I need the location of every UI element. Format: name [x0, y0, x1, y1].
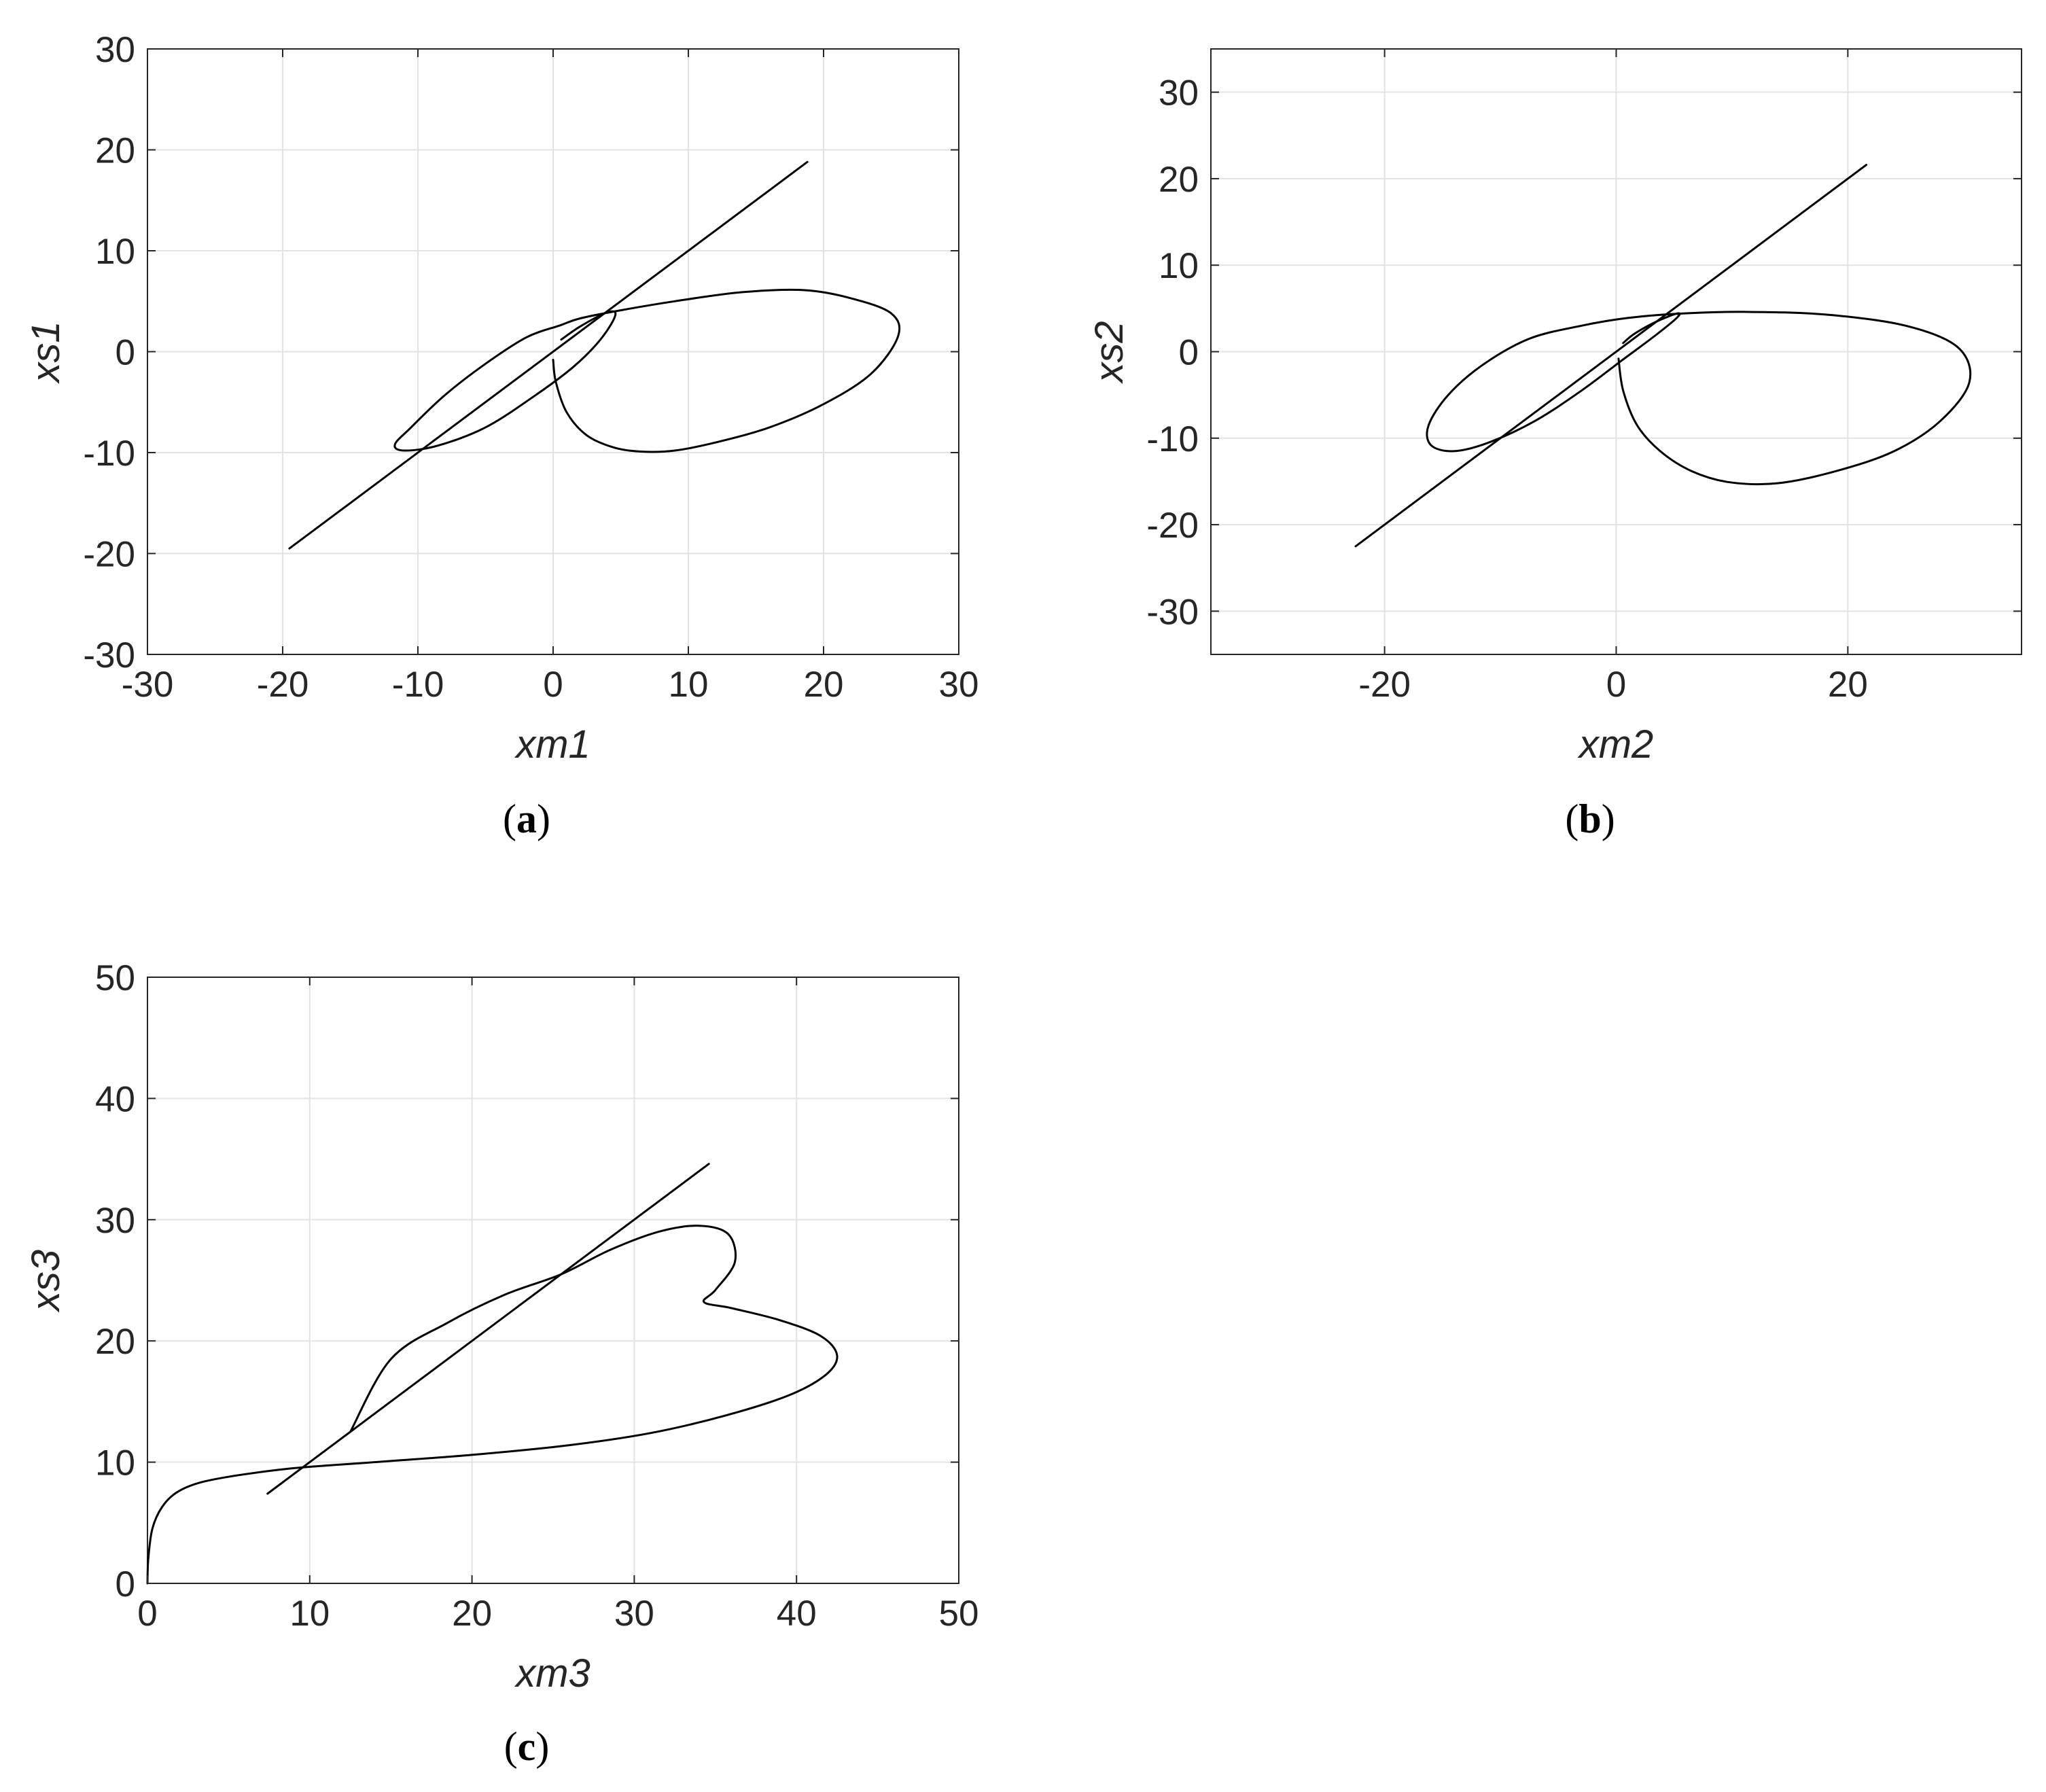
- panel-a-x-tick-label: -20: [257, 665, 309, 705]
- panel-c-y-tick-label: 30: [95, 1201, 135, 1241]
- panel-c-x-ticks: 0 10 20 30 40 50: [137, 977, 978, 1634]
- panel-c-x-tick-label: 30: [614, 1594, 654, 1634]
- panel-c-y-tick-label: 0: [116, 1564, 135, 1604]
- panel-c-straight-line-series: [266, 1163, 710, 1495]
- panel-a-y-tick-label: 10: [95, 232, 135, 272]
- panel-b-y-tick-label: -20: [1146, 506, 1199, 546]
- panel-a-caption-letter: a: [516, 796, 537, 841]
- panel-a-straight-line-series: [288, 160, 809, 550]
- panel-a-x-tick-label: -10: [392, 665, 444, 705]
- panel-c-x-axis-label: xm3: [514, 1651, 590, 1696]
- panel-b-x-ticks: -20 0 20: [1358, 49, 1868, 705]
- panel-b-caption: (b): [1565, 796, 1615, 841]
- panel-b-x-tick-label: -20: [1358, 665, 1411, 705]
- panel-a-y-tick-label: 30: [95, 30, 135, 70]
- panel-a-x-tick-label: 0: [543, 665, 563, 705]
- panel-a-y-tick-label: 20: [95, 131, 135, 171]
- panel-c-y-tick-label: 50: [95, 958, 135, 998]
- panel-c-series: [146, 1163, 839, 1585]
- panel-a-y-tick-label: -10: [83, 434, 135, 474]
- panel-a-trajectory-series: [393, 288, 901, 453]
- panel-c: 0 10 20 30 40 50 0 10 20 30 40 50 xm3 xs3 (c): [24, 958, 978, 1769]
- panel-b-y-tick-label: -30: [1146, 592, 1199, 632]
- panel-c-x-tick-label: 40: [777, 1594, 817, 1634]
- panel-c-y-tick-label: 10: [95, 1443, 135, 1483]
- panel-c-plot-frame: [147, 977, 959, 1584]
- panel-a-y-ticks: -30 -20 -10 0 10 20 30: [83, 30, 959, 675]
- panel-b-series: [1354, 164, 1972, 548]
- panel-b-y-tick-label: -10: [1146, 419, 1199, 459]
- panel-a-y-tick-label: 0: [116, 333, 135, 373]
- panel-a-x-axis-label: xm1: [514, 722, 590, 767]
- panel-a-series: [288, 160, 901, 550]
- panel-c-caption: (c): [504, 1724, 550, 1769]
- panel-a-x-tick-label: 30: [939, 665, 979, 705]
- panel-c-y-ticks: 0 10 20 30 40 50: [95, 958, 959, 1604]
- panel-b-x-tick-label: 0: [1606, 665, 1626, 705]
- panel-b-y-ticks: -30 -20 -10 0 10 20 30: [1146, 73, 2022, 632]
- panel-c-x-tick-label: 50: [939, 1594, 979, 1634]
- panel-c-trajectory-series: [146, 1225, 839, 1585]
- panel-a-x-tick-label: 20: [804, 665, 844, 705]
- panel-b-y-axis-label: xs2: [1087, 321, 1131, 384]
- panel-c-x-tick-label: 0: [137, 1594, 157, 1634]
- panel-b-straight-line-series: [1354, 164, 1868, 548]
- panel-a-x-tick-label: 10: [669, 665, 709, 705]
- panel-a-y-axis-label: xs1: [24, 321, 68, 384]
- panel-a-caption: (a): [503, 796, 550, 841]
- panel-c-caption-letter: c: [518, 1724, 536, 1769]
- panel-c-x-tick-label: 10: [289, 1594, 330, 1634]
- panel-a-x-ticks: -30 -20 -10 0 10 20 30: [122, 49, 979, 705]
- panel-a-y-tick-label: -30: [83, 635, 135, 675]
- panel-c-y-tick-label: 20: [95, 1322, 135, 1362]
- panel-b-y-tick-label: 30: [1159, 73, 1199, 113]
- panel-b-caption-letter: b: [1578, 796, 1601, 841]
- panel-a: -30 -20 -10 0 10 20 30 -30 -20 -10 0 10 20 30 xm1 xs…: [24, 30, 978, 841]
- panel-b-trajectory-series: [1426, 311, 1972, 486]
- panel-b-y-tick-label: 20: [1159, 160, 1199, 200]
- panel-c-y-tick-label: 40: [95, 1079, 135, 1119]
- panel-a-x-tick-label: -30: [122, 665, 174, 705]
- panel-c-x-tick-label: 20: [452, 1594, 492, 1634]
- panel-b-x-axis-label: xm2: [1577, 722, 1654, 767]
- panel-b-x-tick-label: 20: [1828, 665, 1868, 705]
- panel-a-y-tick-label: -20: [83, 535, 135, 575]
- panel-b-y-tick-label: 10: [1159, 246, 1199, 286]
- panel-b: -20 0 20 -30 -20 -10 0 10 20 30 xm2 xs2 (b): [1087, 48, 2022, 841]
- panel-c-y-axis-label: xs3: [24, 1250, 68, 1313]
- panel-b-y-tick-label: 0: [1179, 333, 1199, 373]
